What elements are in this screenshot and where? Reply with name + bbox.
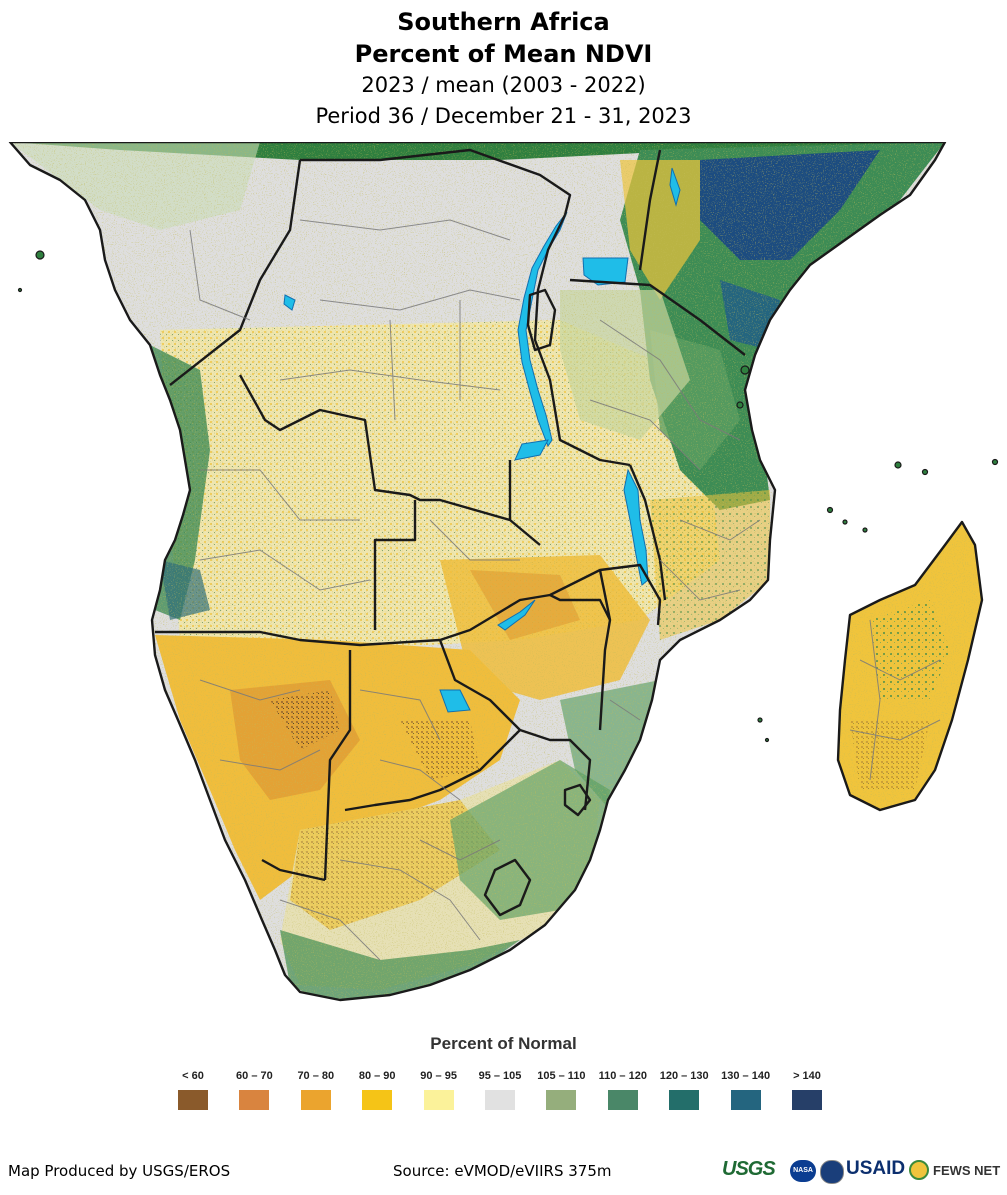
producer-credit: Map Produced by USGS/EROS	[8, 1162, 231, 1180]
comparison-period: 2023 / mean (2003 - 2022)	[361, 73, 646, 97]
legend-swatch	[178, 1090, 208, 1110]
legend-item: 130 – 140	[711, 1068, 781, 1110]
usaid-logo: USAID	[846, 1158, 906, 1179]
legend-label: 95 – 105	[478, 1070, 522, 1082]
legend-label: < 60	[182, 1070, 204, 1082]
data-source: Source: eVMOD/eVIIRS 375m	[393, 1162, 612, 1180]
legend-swatch	[669, 1090, 700, 1110]
legend-item: < 60	[158, 1068, 228, 1110]
legend-label: 120 – 130	[659, 1070, 709, 1082]
legend-item: 110 – 120	[588, 1068, 658, 1110]
legend-label: 80 – 90	[358, 1070, 396, 1082]
legend-swatch	[300, 1090, 331, 1110]
legend-item: 105 – 110	[526, 1068, 596, 1110]
legend-label: > 140	[793, 1070, 821, 1082]
legend-swatch	[792, 1090, 822, 1110]
fewsnet-globe-icon	[909, 1160, 929, 1180]
legend-label: 110 – 120	[598, 1070, 647, 1082]
nasa-logo: NASA	[790, 1160, 816, 1182]
map-title-block: Southern Africa Percent of Mean NDVI 202…	[0, 6, 1007, 132]
legend-swatch	[730, 1090, 761, 1110]
legend-swatch	[607, 1090, 638, 1110]
legend-swatch	[239, 1090, 270, 1110]
legend: < 60 60 – 70 70 – 80 80 – 90 90 – 95 95 – 105…	[170, 1068, 850, 1118]
country-borders	[8, 142, 984, 1002]
legend-item: 70 – 80	[281, 1068, 351, 1110]
legend-item: 120 – 130	[649, 1068, 719, 1110]
agency-logos: USGS NASA USAID FEWS NET	[722, 1156, 1002, 1186]
legend-item: 60 – 70	[219, 1068, 289, 1110]
legend-swatch	[423, 1090, 454, 1110]
map-subtitle: Percent of Mean NDVI	[354, 40, 653, 68]
legend-item: 80 – 90	[342, 1068, 412, 1110]
usaid-seal	[820, 1160, 844, 1184]
legend-swatch	[546, 1090, 577, 1110]
legend-swatch	[362, 1090, 393, 1110]
legend-item: 95 – 105	[465, 1068, 535, 1110]
fewsnet-logo: FEWS NET	[933, 1163, 1001, 1178]
legend-item: > 140	[772, 1068, 842, 1110]
legend-label: 105 – 110	[537, 1070, 586, 1082]
legend-label: 60 – 70	[236, 1070, 273, 1082]
islands	[17, 250, 999, 743]
legend-item: 90 – 95	[404, 1068, 474, 1110]
land-surface	[10, 142, 982, 1000]
admin-boundaries	[189, 219, 941, 961]
legend-title: Percent of Normal	[430, 1034, 577, 1053]
usgs-logo: USGS	[722, 1158, 776, 1180]
dekad-period: Period 36 / December 21 - 31, 2023	[315, 104, 692, 128]
legend-label: 130 – 140	[721, 1070, 771, 1082]
legend-swatch	[485, 1090, 515, 1110]
legend-label: 70 – 80	[297, 1070, 335, 1082]
ndvi-map	[8, 142, 999, 1002]
legend-label: 90 – 95	[420, 1070, 457, 1082]
map-title: Southern Africa	[397, 8, 610, 36]
